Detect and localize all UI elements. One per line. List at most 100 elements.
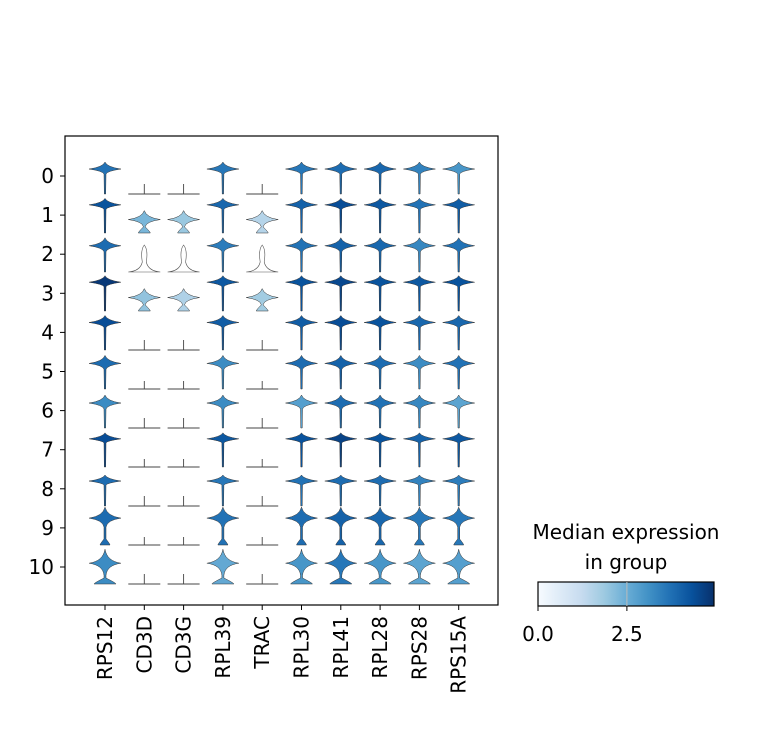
violin-RPS28-group-4 [403,314,436,351]
violin-RPL30-group-9 [285,507,318,546]
violin-RPS15A-group-1 [442,197,475,234]
violin-RPL28-group-4 [364,314,397,351]
violin-RPS12-group-5 [88,354,122,390]
violin-CD3D-group-7 [128,459,161,468]
violin-RPS12-group-2 [88,236,122,273]
colorbar-ticks: 0.0 2.5 [522,582,643,646]
violin-RPS15A-group-9 [442,507,475,546]
violin-RPS28-group-1 [403,197,436,234]
violin-TRAC-group-9 [246,537,279,546]
violin-RPL41-group-6 [324,394,357,429]
violin-RPS28-group-8 [403,474,436,507]
violin-RPS15A-group-7 [442,432,475,468]
violin-RPS28-group-2 [403,236,436,273]
violin-RPS12-group-6 [88,394,122,429]
x-tick-label: RPL30 [290,616,314,679]
colorbar: Median expression in group 0.0 2.5 [522,520,719,646]
violin-RPL41-group-3 [324,275,357,312]
x-tick-label: CD3D [132,616,156,674]
violin-RPL30-group-2 [285,236,318,273]
violin-RPL39-group-0 [206,161,239,195]
y-tick-label: 0 [41,164,54,188]
violin-CD3G-group-10 [167,574,200,585]
violin-RPL41-group-0 [324,161,357,195]
violin-RPS15A-group-2 [442,236,475,273]
violin-RPL28-group-7 [364,432,397,468]
violin-RPL30-group-6 [285,394,318,429]
y-tick-label: 2 [41,242,54,266]
violin-RPS28-group-7 [403,432,436,468]
violin-TRAC-group-8 [246,496,279,507]
violin-RPL28-group-1 [364,197,397,234]
x-tick-label: RPS15A [447,616,471,694]
violin-CD3D-group-10 [128,574,161,585]
violin-RPS15A-group-3 [442,275,475,312]
y-tick-label: 7 [41,438,54,462]
violin-RPS28-group-3 [403,275,436,312]
violin-RPL39-group-3 [206,275,239,312]
violin-RPL39-group-1 [206,197,239,234]
violin-RPL30-group-3 [285,275,318,312]
violin-RPL39-group-5 [206,354,239,390]
colorbar-title-line1: Median expression [533,520,720,544]
violin-RPS12-group-10 [88,549,122,585]
plot-frame [64,135,499,606]
violin-RPL41-group-10 [324,549,357,585]
violin-CD3D-group-5 [128,381,161,390]
violin-RPS28-group-6 [403,394,436,429]
y-tick-label: 4 [41,320,54,344]
violin-RPL39-group-9 [206,507,239,546]
violin-RPL28-group-2 [364,236,397,273]
violin-TRAC-group-1 [246,209,279,234]
violin-RPS15A-group-8 [442,474,475,507]
violin-RPS12-group-1 [88,197,122,234]
violin-RPL28-group-3 [364,275,397,312]
violin-RPL28-group-5 [364,354,397,390]
y-tick-label: 9 [41,516,54,540]
violin-RPL41-group-4 [324,314,357,351]
violin-RPL28-group-8 [364,474,397,507]
violin-RPL41-group-2 [324,236,357,273]
y-tick-label: 5 [41,360,54,384]
violin-RPL41-group-1 [324,197,357,234]
violin-RPS15A-group-6 [442,394,475,429]
violin-RPS15A-group-10 [442,549,475,585]
violin-RPS15A-group-4 [442,314,475,351]
x-tick-label: RPL39 [211,616,235,679]
violin-TRAC-group-0 [246,184,279,195]
violin-RPL39-group-2 [206,236,239,273]
violin-CD3D-group-3 [128,287,161,312]
violin-TRAC-group-2 [246,244,279,273]
colorbar-title-line2: in group [585,550,668,574]
violin-CD3G-group-2 [167,244,200,273]
x-tick-label: RPS12 [93,616,117,680]
violin-RPL41-group-5 [324,354,357,390]
violin-RPS28-group-10 [403,549,436,585]
violin-RPL30-group-7 [285,432,318,468]
x-axis: RPS12 CD3D CD3G RPL39 TRAC RPL30 RPL41 RPL28 RPS… [93,605,471,694]
violin-CD3G-group-5 [167,381,200,390]
y-tick-label: 10 [29,555,54,579]
violin-RPL41-group-9 [324,507,357,546]
violin-CD3G-group-1 [167,209,200,234]
violin-RPS12-group-0 [88,161,122,195]
violin-RPL39-group-8 [206,474,239,507]
violin-TRAC-group-5 [246,381,279,390]
violin-RPS12-group-4 [88,314,122,351]
violin-RPL39-group-7 [206,432,239,468]
violin-CD3G-group-9 [167,537,200,546]
x-tick-label: CD3G [172,616,196,674]
violin-CD3G-group-3 [167,287,200,312]
violin-RPS12-group-3 [88,275,122,312]
violin-RPL39-group-6 [206,394,239,429]
violin-RPL30-group-5 [285,354,318,390]
violin-CD3G-group-8 [167,496,200,507]
violin-TRAC-group-3 [246,287,279,312]
violin-TRAC-group-7 [246,459,279,468]
violin-RPS28-group-0 [403,161,436,195]
violin-CD3G-group-0 [167,184,200,195]
violin-TRAC-group-6 [246,418,279,429]
violin-RPL41-group-7 [324,432,357,468]
violin-RPL39-group-4 [206,314,239,351]
